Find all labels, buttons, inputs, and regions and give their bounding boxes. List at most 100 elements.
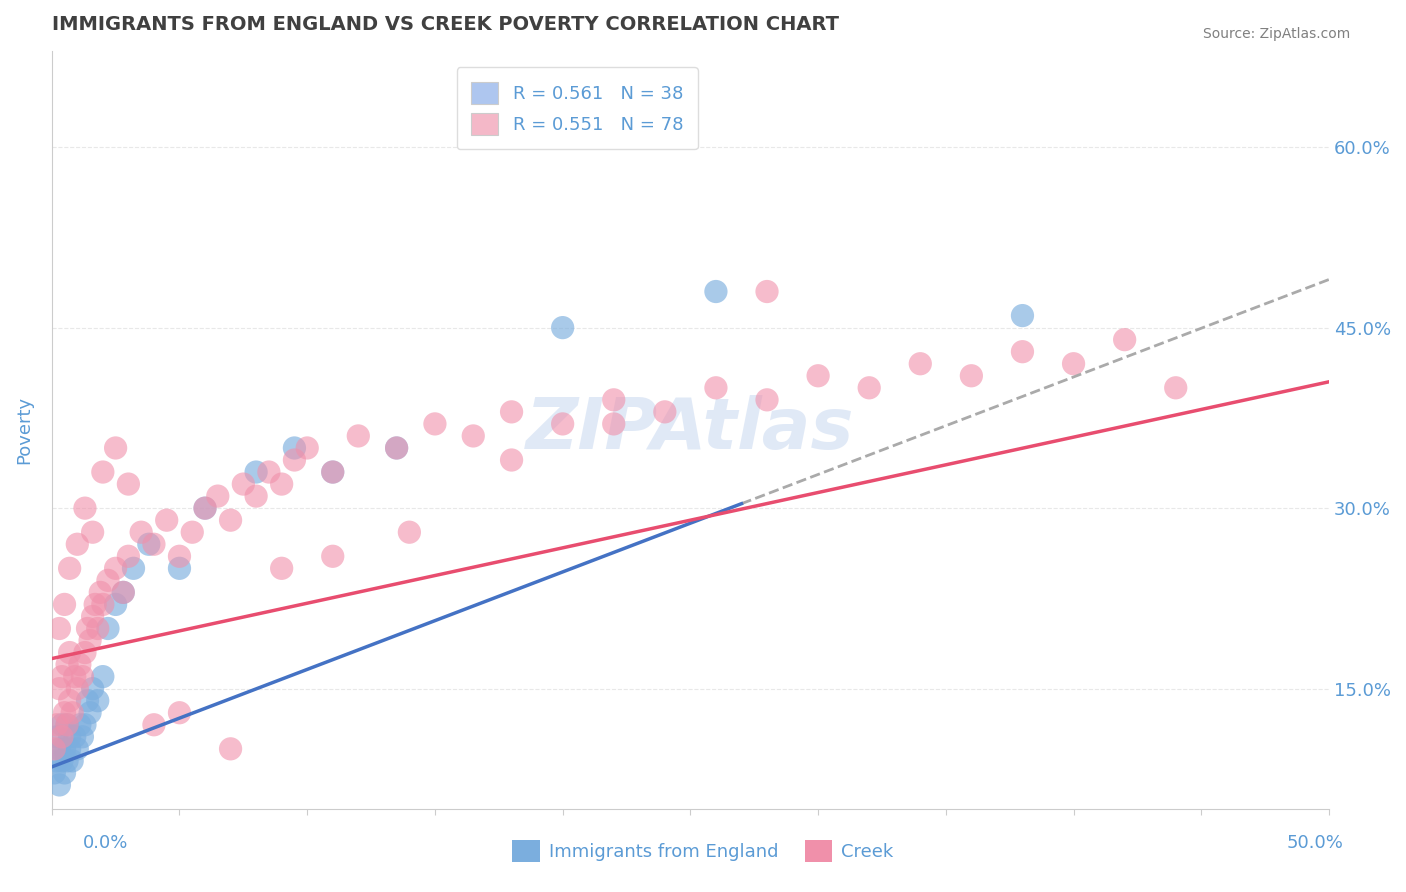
Point <box>91 598 114 612</box>
Point <box>654 405 676 419</box>
Point <box>59 646 82 660</box>
Point <box>1063 357 1085 371</box>
Text: ZIPAtlas: ZIPAtlas <box>526 395 855 465</box>
Point <box>82 681 104 696</box>
Point <box>59 694 82 708</box>
Point <box>1011 344 1033 359</box>
Point <box>704 381 727 395</box>
Point <box>270 477 292 491</box>
Point <box>181 525 204 540</box>
Point <box>87 622 110 636</box>
Point <box>1164 381 1187 395</box>
Point <box>322 549 344 564</box>
Point <box>53 765 76 780</box>
Point <box>283 441 305 455</box>
Point <box>385 441 408 455</box>
Point <box>51 670 73 684</box>
Point <box>603 392 626 407</box>
Point <box>295 441 318 455</box>
Point <box>53 706 76 720</box>
Point <box>156 513 179 527</box>
Point <box>69 657 91 672</box>
Point <box>245 465 267 479</box>
Point <box>117 549 139 564</box>
Point <box>112 585 135 599</box>
Point <box>104 561 127 575</box>
Point <box>66 681 89 696</box>
Point <box>79 633 101 648</box>
Point <box>910 357 932 371</box>
Point <box>73 501 96 516</box>
Text: 50.0%: 50.0% <box>1286 834 1343 852</box>
Point <box>194 501 217 516</box>
Point <box>53 741 76 756</box>
Point <box>283 453 305 467</box>
Point <box>59 730 82 744</box>
Point <box>756 285 779 299</box>
Point <box>1011 309 1033 323</box>
Point <box>138 537 160 551</box>
Point <box>322 465 344 479</box>
Point <box>129 525 152 540</box>
Point <box>322 465 344 479</box>
Point <box>87 694 110 708</box>
Point <box>551 417 574 431</box>
Point <box>51 718 73 732</box>
Point <box>48 778 70 792</box>
Point <box>91 670 114 684</box>
Point <box>48 622 70 636</box>
Point <box>91 465 114 479</box>
Point <box>76 694 98 708</box>
Point <box>245 489 267 503</box>
Point <box>807 368 830 383</box>
Point <box>72 670 94 684</box>
Point <box>112 585 135 599</box>
Point <box>756 392 779 407</box>
Point <box>117 477 139 491</box>
Point <box>257 465 280 479</box>
Point <box>59 561 82 575</box>
Point <box>63 730 86 744</box>
Point <box>423 417 446 431</box>
Point <box>82 609 104 624</box>
Point <box>56 718 79 732</box>
Point <box>142 537 165 551</box>
Point <box>97 622 120 636</box>
Y-axis label: Poverty: Poverty <box>15 396 32 464</box>
Point <box>122 561 145 575</box>
Point <box>56 657 79 672</box>
Point <box>858 381 880 395</box>
Point <box>56 754 79 768</box>
Point <box>463 429 485 443</box>
Point <box>603 417 626 431</box>
Point <box>48 681 70 696</box>
Point <box>89 585 111 599</box>
Point <box>142 718 165 732</box>
Point <box>219 513 242 527</box>
Point <box>51 730 73 744</box>
Point <box>104 598 127 612</box>
Point <box>169 561 191 575</box>
Point <box>551 320 574 334</box>
Point <box>194 501 217 516</box>
Point <box>60 754 83 768</box>
Point <box>44 741 66 756</box>
Point <box>79 706 101 720</box>
Point <box>385 441 408 455</box>
Point <box>82 525 104 540</box>
Point <box>72 730 94 744</box>
Point <box>51 754 73 768</box>
Point <box>347 429 370 443</box>
Point <box>232 477 254 491</box>
Point <box>1114 333 1136 347</box>
Point <box>104 441 127 455</box>
Point <box>960 368 983 383</box>
Point <box>66 741 89 756</box>
Point <box>66 537 89 551</box>
Text: IMMIGRANTS FROM ENGLAND VS CREEK POVERTY CORRELATION CHART: IMMIGRANTS FROM ENGLAND VS CREEK POVERTY… <box>52 15 839 34</box>
Point <box>207 489 229 503</box>
Legend: Immigrants from England, Creek: Immigrants from England, Creek <box>505 833 901 870</box>
Point <box>76 622 98 636</box>
Point <box>45 718 67 732</box>
Point <box>501 405 523 419</box>
